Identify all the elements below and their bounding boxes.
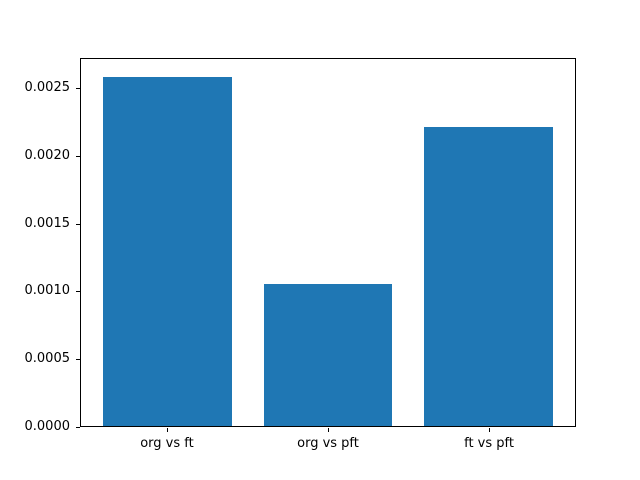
y-tick-mark — [76, 224, 80, 225]
y-tick-label: 0.0010 — [24, 283, 71, 298]
y-tick-mark — [76, 359, 80, 360]
y-tick-label: 0.0015 — [24, 216, 71, 231]
y-tick-mark — [76, 156, 80, 157]
y-tick-label: 0.0005 — [24, 351, 71, 366]
plot-area — [80, 58, 576, 427]
x-tick-mark — [328, 428, 329, 432]
y-tick-label: 0.0025 — [24, 80, 71, 95]
x-tick-label: org vs pft — [297, 436, 359, 451]
x-tick-label: ft vs pft — [464, 436, 514, 451]
x-tick-label: org vs ft — [140, 436, 194, 451]
y-tick-mark — [76, 291, 80, 292]
y-tick-label: 0.0020 — [24, 148, 71, 163]
x-tick-mark — [489, 428, 491, 432]
bar-org-vs-pft — [263, 284, 393, 426]
x-tick-mark — [166, 428, 168, 432]
y-tick-mark — [76, 88, 80, 89]
bar-org-vs-ft — [103, 76, 232, 426]
y-tick-mark — [76, 427, 80, 428]
bar-ft-vs-pft — [424, 126, 553, 426]
y-tick-label: 0.0000 — [24, 419, 71, 434]
